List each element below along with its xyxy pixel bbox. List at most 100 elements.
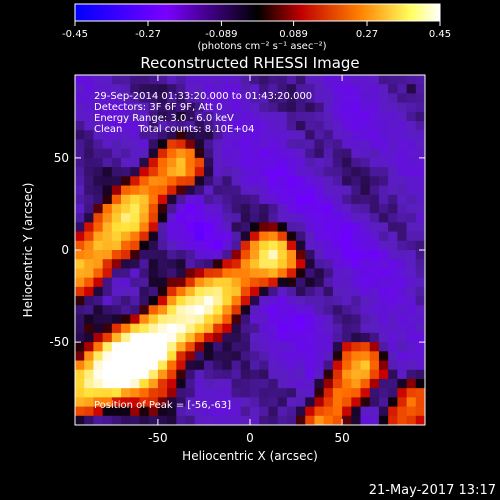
heatmap-pixel (222, 268, 232, 279)
heatmap-pixel (342, 351, 352, 361)
heatmap-pixel (268, 259, 279, 269)
heatmap-pixel (296, 406, 306, 417)
heatmap-pixel (111, 332, 122, 343)
heatmap-pixel (351, 167, 361, 177)
heatmap-pixel (259, 314, 269, 325)
heatmap-pixel (84, 102, 94, 113)
heatmap-pixel (213, 406, 223, 417)
heatmap-pixel (406, 259, 417, 269)
heatmap-pixel (157, 203, 168, 214)
heatmap-pixel (213, 231, 223, 242)
heatmap-pixel (93, 121, 104, 131)
heatmap-pixel (213, 157, 223, 168)
heatmap-pixel (360, 75, 371, 85)
heatmap-pixel (102, 148, 113, 159)
heatmap-pixel (342, 194, 352, 205)
heatmap-pixel (323, 323, 334, 334)
heatmap-pixel (148, 231, 159, 242)
heatmap-pixel (157, 332, 168, 343)
heatmap-pixel (332, 332, 343, 343)
heatmap-pixel (268, 250, 279, 260)
heatmap-pixel (406, 213, 417, 223)
heatmap-pixel (176, 250, 186, 260)
heatmap-pixel (231, 415, 242, 426)
heatmap-pixel (121, 139, 131, 150)
heatmap-pixel (342, 323, 352, 334)
heatmap-pixel (415, 360, 426, 371)
heatmap-pixel (84, 397, 94, 407)
heatmap-pixel (406, 203, 417, 214)
heatmap-pixel (213, 397, 223, 407)
heatmap-pixel (213, 148, 223, 159)
heatmap-pixel (185, 388, 196, 398)
heatmap-pixel (369, 259, 380, 269)
heatmap-pixel (268, 176, 279, 186)
heatmap-pixel (277, 240, 288, 251)
heatmap-pixel (102, 378, 113, 389)
heatmap-pixel (351, 203, 361, 214)
heatmap-pixel (194, 121, 205, 131)
heatmap-pixel (213, 415, 223, 426)
heatmap-pixel (167, 176, 177, 186)
heatmap-pixel (369, 342, 380, 352)
heatmap-pixel (250, 213, 260, 223)
heatmap-pixel (268, 314, 279, 325)
heatmap-pixel (102, 296, 113, 306)
heatmap-pixel (157, 369, 168, 380)
heatmap-pixel (342, 369, 352, 380)
heatmap-pixel (406, 84, 417, 94)
heatmap-pixel (259, 121, 269, 131)
heatmap-pixel (167, 415, 177, 426)
heatmap-pixel (157, 360, 168, 371)
heatmap-pixel (130, 157, 140, 168)
heatmap-pixel (157, 84, 168, 94)
heatmap-pixel (130, 388, 140, 398)
heatmap-pixel (296, 139, 306, 150)
heatmap-pixel (323, 415, 334, 426)
heatmap-pixel (111, 388, 122, 398)
heatmap-pixel (75, 231, 85, 242)
heatmap-pixel (240, 259, 251, 269)
heatmap-pixel (139, 250, 150, 260)
heatmap-pixel (194, 406, 205, 417)
heatmap-pixel (268, 378, 279, 389)
heatmap-pixel (240, 84, 251, 94)
heatmap-pixel (314, 75, 325, 85)
heatmap-pixel (388, 240, 398, 251)
heatmap-pixel (388, 231, 398, 242)
heatmap-pixel (222, 259, 232, 269)
heatmap-pixel (250, 194, 260, 205)
heatmap-pixel (139, 314, 150, 325)
heatmap-pixel (286, 351, 297, 361)
heatmap-pixel (342, 130, 352, 140)
heatmap-pixel (369, 314, 380, 325)
heatmap-pixel (286, 268, 297, 279)
heatmap-pixel (139, 296, 150, 306)
heatmap-pixel (369, 75, 380, 85)
heatmap-pixel (296, 415, 306, 426)
heatmap-pixel (130, 342, 140, 352)
heatmap-pixel (240, 121, 251, 131)
heatmap-pixel (93, 277, 104, 288)
heatmap-pixel (314, 130, 325, 140)
footer-timestamp: 21-May-2017 13:17 (369, 483, 496, 498)
heatmap-pixel (415, 286, 426, 297)
heatmap-pixel (194, 240, 205, 251)
heatmap-pixel (176, 314, 186, 325)
heatmap-pixel (93, 388, 104, 398)
heatmap-pixel (102, 360, 113, 371)
heatmap-pixel (121, 93, 131, 104)
chart-title: Reconstructed RHESSI Image (140, 54, 359, 72)
heatmap-pixel (286, 176, 297, 186)
heatmap-pixel (213, 84, 223, 94)
heatmap-pixel (240, 397, 251, 407)
heatmap-pixel (286, 102, 297, 113)
heatmap-pixel (148, 332, 159, 343)
heatmap-pixel (121, 360, 131, 371)
heatmap-pixel (84, 323, 94, 334)
heatmap-pixel (378, 222, 389, 232)
heatmap-pixel (332, 222, 343, 232)
heatmap-pixel (139, 388, 150, 398)
heatmap-pixel (111, 102, 122, 113)
heatmap-pixel (250, 369, 260, 380)
